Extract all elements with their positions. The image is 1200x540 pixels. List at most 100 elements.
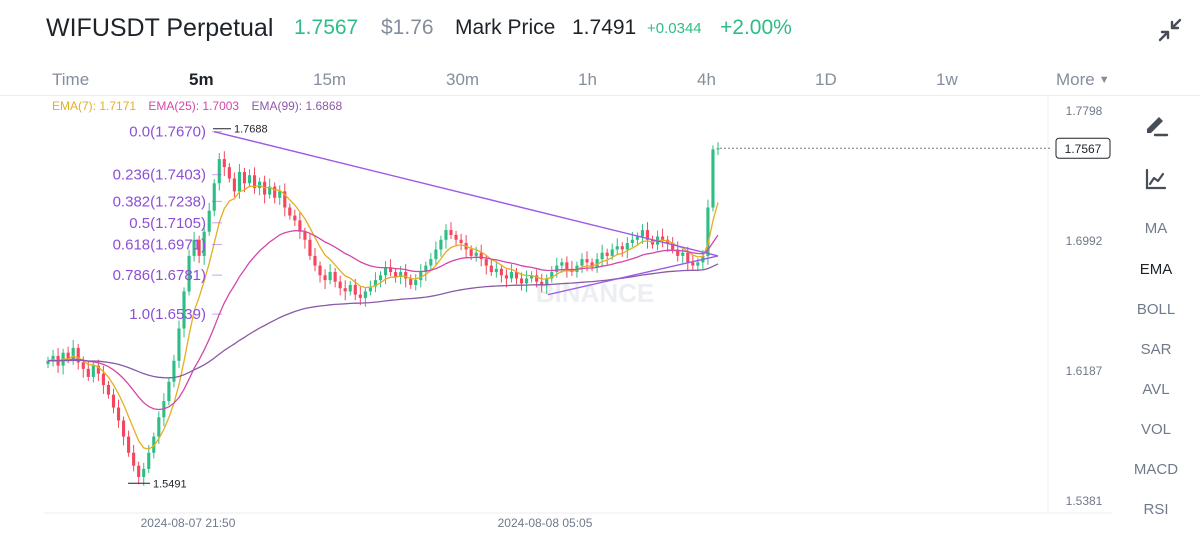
candle-body	[51, 355, 55, 361]
tab-label: 5m	[189, 70, 214, 89]
candle-body	[519, 278, 524, 284]
candle-body	[459, 239, 463, 243]
price-change-percent: +2.00%	[720, 16, 792, 39]
candle-body	[197, 239, 201, 256]
candle-body	[152, 436, 156, 453]
chart-header: WIFUSDT Perpetual 1.7567 $1.76 Mark Pric…	[0, 0, 1200, 58]
candle-body	[645, 230, 650, 240]
tab-30m[interactable]: 30m	[446, 70, 479, 90]
candle-body	[101, 373, 105, 385]
tab-4h[interactable]: 4h	[697, 70, 716, 90]
candle-body	[565, 262, 569, 269]
candle-body	[610, 249, 614, 256]
x-tick-label: 2024-08-07 21:50	[141, 516, 236, 530]
candle-body	[142, 468, 146, 477]
candle-body	[222, 159, 226, 168]
candle-body	[338, 281, 342, 289]
candle-body	[348, 284, 352, 292]
candle-body	[147, 452, 151, 469]
collapse-arrows-icon[interactable]	[1155, 15, 1185, 45]
fib-level-label: 0.0(1.7670)	[129, 124, 206, 141]
candle-body	[615, 246, 619, 250]
candle-body	[368, 286, 372, 292]
candle-body	[202, 231, 206, 256]
tab-1h[interactable]: 1h	[578, 70, 597, 90]
candle-body	[439, 239, 443, 250]
candle-body	[81, 362, 85, 369]
candle-body	[509, 272, 514, 279]
candle-body	[590, 262, 594, 268]
candle-body	[706, 207, 710, 256]
candle-body	[696, 262, 700, 266]
chart-area[interactable]: BINANCE 1.7798 1.6992 1.6187 1.5381 2024-08-0…	[0, 96, 1200, 540]
fib-level-label: 0.236(1.7403)	[113, 167, 206, 184]
fib-level-label: 0.382(1.7238)	[113, 193, 206, 210]
candle-body	[308, 239, 312, 256]
candle-body	[76, 347, 80, 363]
last-price: 1.7567	[294, 16, 359, 39]
candle-body	[434, 249, 438, 260]
candle-body	[671, 242, 675, 250]
candle-body	[207, 210, 211, 232]
candle-body	[86, 368, 90, 377]
mark-price-label: Mark Price	[455, 16, 556, 39]
candle-body	[247, 175, 252, 184]
indicator-avl[interactable]: AVL	[1142, 381, 1170, 398]
tab-1w[interactable]: 1w	[936, 70, 958, 90]
candle-body	[187, 255, 191, 292]
tab-more[interactable]: More ▼	[1056, 70, 1110, 90]
candle-body	[71, 347, 75, 360]
tab-time[interactable]: Time	[52, 70, 89, 90]
indicator-vol[interactable]: VOL	[1140, 421, 1171, 438]
candle-body	[394, 272, 398, 277]
candle-body	[268, 186, 272, 195]
tab-1d[interactable]: 1D	[815, 70, 837, 90]
candle-body	[585, 259, 589, 263]
fib-level-label: 0.618(1.6971)	[113, 236, 206, 253]
candle-body	[504, 275, 508, 279]
fib-level-label: 0.5(1.7105)	[129, 215, 206, 232]
candle-body	[167, 381, 171, 402]
indicator-sar[interactable]: SAR	[1140, 341, 1172, 358]
chart-indicator-icon[interactable]	[1142, 166, 1170, 194]
tab-label: 15m	[313, 70, 347, 89]
current-price-tag	[1055, 137, 1111, 159]
candle-body	[630, 239, 634, 243]
candle-body	[273, 186, 277, 198]
candle-body	[484, 259, 488, 266]
tab-15m[interactable]: 15m	[313, 70, 346, 90]
candle-body	[535, 275, 539, 282]
candle-body	[66, 352, 70, 360]
candle-body	[530, 275, 534, 279]
candle-body	[177, 328, 181, 361]
tab-5m[interactable]: 5m	[189, 70, 214, 90]
indicator-ma[interactable]: MA	[1144, 220, 1168, 237]
candle-body	[605, 252, 609, 256]
ema99-line	[47, 263, 719, 379]
indicator-ema[interactable]: EMA	[1139, 261, 1173, 278]
candle-body	[328, 272, 332, 281]
caret-down-icon: ▼	[1098, 74, 1110, 86]
candle-body	[489, 265, 493, 273]
fib-level-label: 1.0(1.6539)	[129, 306, 206, 323]
indicator-rsi[interactable]: RSI	[1143, 501, 1169, 518]
candle-body	[318, 265, 322, 276]
candle-body	[595, 259, 599, 268]
ema7-legend: EMA(7): 1.7171	[52, 99, 137, 113]
candle-body	[444, 230, 448, 240]
tab-label: Time	[52, 70, 90, 89]
candle-body	[580, 259, 584, 266]
candle-body	[555, 265, 559, 273]
candle-body	[540, 281, 544, 285]
candle-body	[323, 275, 327, 281]
candle-body	[116, 407, 121, 421]
indicator-boll[interactable]: BOLL	[1136, 301, 1176, 318]
candle-body	[620, 246, 624, 250]
candle-body	[293, 215, 297, 221]
candle-body	[288, 207, 292, 216]
candle-body	[122, 420, 126, 437]
candlestick-chart[interactable]: BINANCE1.77981.69921.61871.53812024-08-0…	[0, 96, 1200, 540]
indicator-macd[interactable]: MACD	[1133, 461, 1179, 478]
candle-body	[600, 252, 604, 260]
pencil-draw-icon[interactable]	[1142, 112, 1170, 140]
